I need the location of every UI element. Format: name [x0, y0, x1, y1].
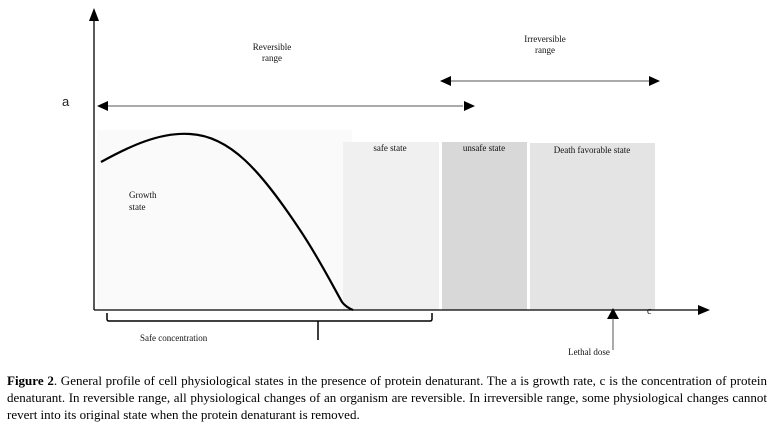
lethal-dose-arrowhead [607, 308, 619, 319]
reversible-range-arrowhead-left [97, 101, 108, 111]
irreversible-range-arrowhead-right [649, 76, 660, 86]
x-axis-arrowhead [698, 305, 710, 315]
y-axis-label: a [62, 94, 70, 109]
figure-caption: Figure 2. General profile of cell physio… [7, 372, 767, 423]
death-favorable-region [530, 143, 655, 310]
growth-state-region [97, 130, 352, 310]
safe-state-region [343, 142, 439, 310]
death-favorable-label: Death favorable state [554, 145, 630, 155]
unsafe-state-region [442, 142, 527, 310]
safe-concentration-label: Safe concentration [140, 333, 208, 343]
growth-state-label-2: state [129, 202, 146, 212]
irreversible-range-arrowhead-left [440, 76, 451, 86]
safe-concentration-bracket [106, 313, 433, 322]
caption-label: Figure 2 [7, 373, 54, 388]
growth-state-label-1: Growth [129, 190, 157, 200]
irreversible-range-label-2: range [535, 45, 555, 55]
reversible-range-label-2: range [262, 53, 282, 63]
reversible-range-arrowhead-right [464, 101, 475, 111]
lethal-dose-label: Lethal dose [568, 347, 610, 357]
irreversible-range-label-1: Irreversible [524, 34, 565, 44]
x-axis-label: c [647, 306, 652, 317]
growth-curve [100, 132, 354, 312]
safe-state-label: safe state [373, 143, 406, 153]
caption-text: . General profile of cell physiological … [7, 373, 767, 422]
y-axis-arrowhead [89, 8, 99, 21]
unsafe-state-label: unsafe state [463, 143, 505, 153]
reversible-range-label-1: Reversible [253, 42, 292, 52]
